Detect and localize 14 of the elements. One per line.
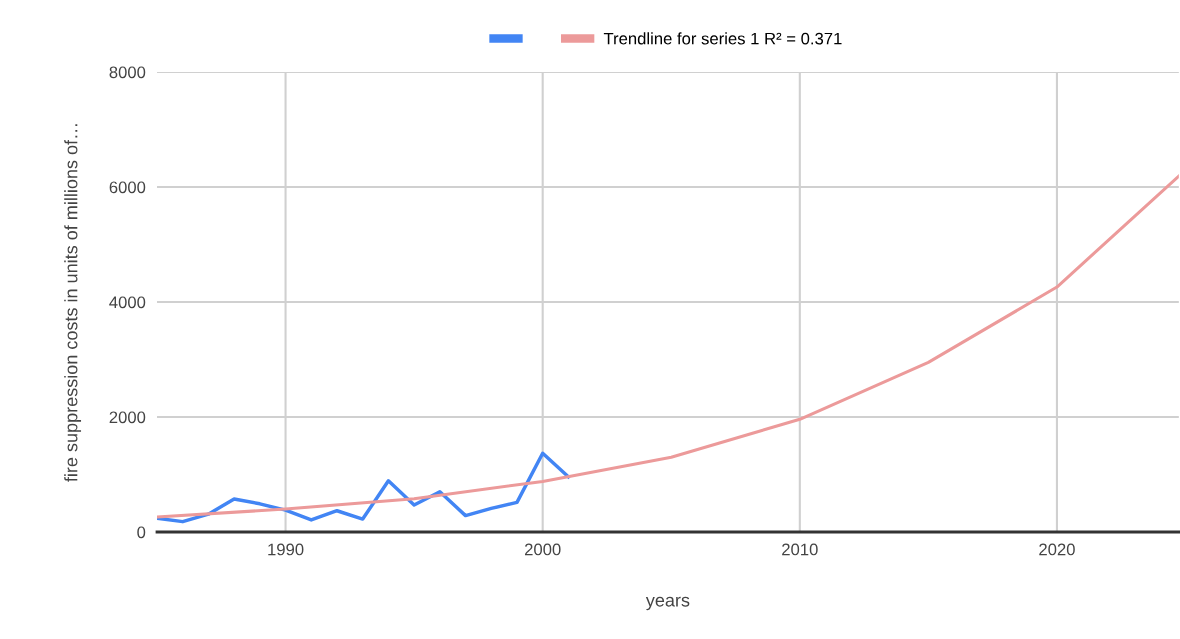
x-tick-label: 2020 [1039, 543, 1075, 556]
y-tick-label: 8000 [109, 66, 146, 79]
x-tick-label: 1990 [268, 543, 304, 556]
legend-label: Trendline for series 1 R² = 0.371 [603, 32, 842, 45]
line-series [157, 174, 1179, 519]
line-series [157, 451, 571, 524]
x-axis-title: years [645, 596, 690, 611]
y-tick-label: 4000 [109, 296, 146, 309]
y-tick-label: 6000 [109, 181, 146, 194]
x-tick-label: 2000 [524, 543, 561, 556]
x-tick-label: 2010 [782, 543, 818, 556]
y-tick-label: 2000 [109, 411, 146, 424]
y-tick-label: 0 [137, 526, 146, 539]
y-axis-title: fire suppression costs in units of millions of… [64, 124, 82, 482]
